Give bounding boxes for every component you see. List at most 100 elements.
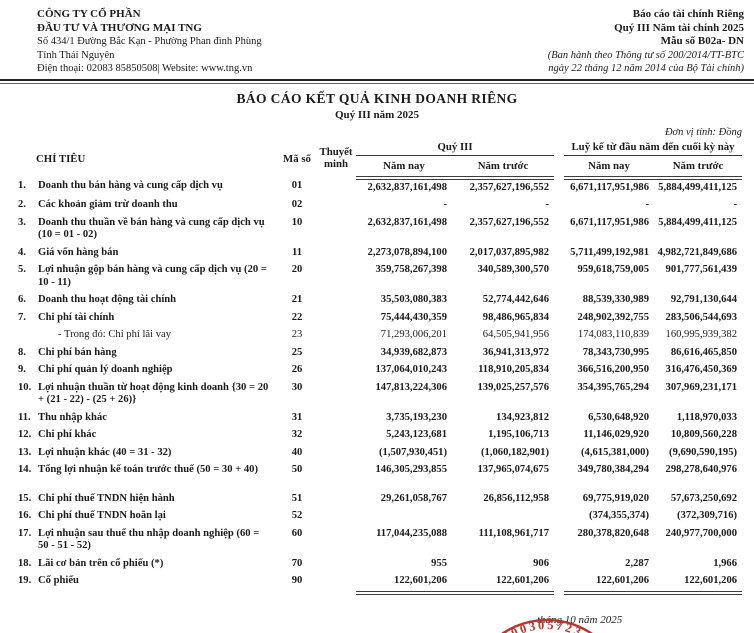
ytd-current-year-value: 349,780,384,294 <box>577 464 650 475</box>
q3-prior-year-value: 134,923,812 <box>496 411 550 423</box>
q3-prior-year-value: 1,195,106,713 <box>488 429 550 440</box>
row-label: Giá vốn hàng bán <box>38 246 119 258</box>
row-note-ref <box>316 410 356 428</box>
table-body: 1. Doanh thu bán hàng và cung cấp dịch v… <box>14 175 743 595</box>
row-code: 11 <box>291 246 302 258</box>
ytd-prior-year-value: 316,476,450,369 <box>665 364 738 375</box>
company-contact: Điện thoại: 02083 85850508| Website: www… <box>37 63 253 74</box>
table-row: 6. Doanh thu hoạt động tài chính 21 35,5… <box>14 292 742 310</box>
income-statement-table: CHỈ TIÊU Mã số Thuyết minh Quý III Luỹ k… <box>14 139 743 595</box>
row-code: 10 <box>291 216 303 228</box>
ytd-current-year-value: 122,601,206 <box>564 573 655 595</box>
column-header-ma-so: Mã số <box>283 152 311 165</box>
row-code: 26 <box>291 364 303 375</box>
row-note-ref <box>316 178 356 198</box>
column-gap <box>554 508 564 526</box>
report-period: Quý III Năm tài chính 2025 <box>614 21 744 34</box>
row-index: 4. <box>18 246 26 258</box>
table-row: 5. Lợi nhuận gộp bán hàng và cung cấp dị… <box>14 262 742 292</box>
row-label: Các khoản giảm trừ doanh thu <box>38 199 178 210</box>
column-gap <box>554 362 564 380</box>
q3-prior-year-value: 2,357,627,196,552 <box>452 175 555 197</box>
row-index: 19. <box>18 575 32 586</box>
q3-prior-year-value: 122,601,206 <box>452 573 555 595</box>
column-gap <box>554 427 564 445</box>
column-header-chi-tieu: CHỈ TIÊU <box>36 152 86 165</box>
row-code: 90 <box>291 575 303 586</box>
column-group-quarter: Quý III <box>356 139 555 156</box>
ytd-prior-year-value: 307,969,231,171 <box>665 381 738 393</box>
ytd-current-year-value: 174,083,110,839 <box>577 329 650 340</box>
q3-prior-year-value: 52,774,442,646 <box>482 294 550 305</box>
row-label: Lãi cơ bản trên cổ phiếu (*) <box>38 557 164 569</box>
row-note-ref <box>316 427 356 445</box>
row-note-ref <box>316 292 356 310</box>
q3-prior-year-value: 340,589,300,570 <box>477 264 550 275</box>
report-type: Báo cáo tài chính Riêng <box>632 8 744 20</box>
row-index: 18. <box>18 557 32 569</box>
ytd-prior-year-value: 5,884,499,411,125 <box>658 216 738 228</box>
column-header-thuyet-minh: Thuyết minh <box>319 146 353 170</box>
q3-current-year-value: - <box>443 199 447 210</box>
report-meta-block: Báo cáo tài chính Riêng Quý III Năm tài … <box>548 8 744 76</box>
row-note-ref <box>316 380 356 410</box>
row-note-ref <box>316 573 356 593</box>
column-header-q3-current-year: Năm nay <box>383 159 425 172</box>
q3-prior-year-value: 906 <box>533 557 550 569</box>
column-gap <box>554 556 564 574</box>
row-label: Chi phí tài chính <box>38 311 115 323</box>
row-label: Doanh thu thuần về bán hàng và cung cấp … <box>38 216 265 241</box>
q3-current-year-value: 146,305,293,855 <box>375 464 447 475</box>
column-gap <box>554 197 564 215</box>
row-label: Lợi nhuận gộp bán hàng và cung cấp dịch … <box>38 264 267 288</box>
row-label: Lợi nhuận sau thuế thu nhập doanh nghiệp… <box>38 527 260 552</box>
row-label: Chi phí bán hàng <box>38 346 117 358</box>
ytd-prior-year-value: 5,884,499,411,125 <box>654 175 743 197</box>
q3-current-year-value: 359,758,267,398 <box>375 264 447 275</box>
ytd-prior-year-value: 57,673,250,692 <box>670 492 738 504</box>
row-index: 2. <box>18 199 26 210</box>
company-province: Tỉnh Thái Nguyên <box>37 49 115 61</box>
row-note-ref <box>316 526 356 556</box>
ytd-current-year-value: 6,671,117,951,986 <box>570 216 650 228</box>
q3-prior-year-value: 111,108,961,717 <box>478 527 550 539</box>
row-index: 1. <box>18 179 26 191</box>
row-code: 23 <box>291 329 303 340</box>
row-note-ref <box>316 508 356 526</box>
column-gap <box>554 310 564 328</box>
currency-unit-note: Đơn vị tính: Đồng <box>664 126 742 138</box>
ytd-prior-year-value: 283,506,544,693 <box>665 311 738 323</box>
table-row: 14. Tổng lợi nhuận kế toán trước thuế (5… <box>14 462 742 480</box>
row-index: 10. <box>18 381 32 393</box>
q3-current-year-value <box>356 508 452 526</box>
row-note-ref <box>316 480 356 509</box>
ytd-prior-year-value: (372,309,716) <box>677 510 738 521</box>
table-row: 7. Chi phí tài chính 22 75,444,430,359 9… <box>14 310 742 328</box>
row-code: 51 <box>291 492 303 504</box>
table-row: 15. Chi phí thuế TNDN hiện hành 51 29,26… <box>14 480 742 509</box>
column-gap <box>554 178 564 198</box>
row-index <box>14 327 38 345</box>
column-gap <box>554 380 564 410</box>
form-number: Mẫu số B02a- DN <box>660 35 744 47</box>
table-row: 18. Lãi cơ bản trên cổ phiếu (*) 70 955 … <box>14 556 742 574</box>
row-index: 8. <box>18 346 26 358</box>
row-index: 3. <box>18 216 26 228</box>
ytd-current-year-value: 2,287 <box>625 557 650 569</box>
row-label: Lợi nhuận khác (40 = 31 - 32) <box>38 446 172 458</box>
q3-prior-year-value: 2,357,627,196,552 <box>469 216 550 228</box>
circular-reference-line2: ngày 22 tháng 12 năm 2014 của Bộ Tài chí… <box>548 63 744 74</box>
company-name-line1: CÔNG TY CỔ PHẦN <box>37 8 141 20</box>
ytd-current-year-value: 11,146,029,920 <box>583 429 650 440</box>
column-gap <box>554 215 564 245</box>
table-row: 2. Các khoản giảm trừ doanh thu 02 - - -… <box>14 197 742 215</box>
row-label: Chi phí thuế TNDN hoãn lại <box>38 510 166 521</box>
ytd-prior-year-value: 1,966 <box>713 557 738 569</box>
row-note-ref <box>316 197 356 215</box>
row-index: 7. <box>18 311 26 323</box>
q3-prior-year-value: 98,486,965,834 <box>482 311 550 323</box>
q3-prior-year-value: (1,060,182,901) <box>481 446 550 458</box>
company-address: Số 434/1 Đường Bắc Kạn - Phường Phan đìn… <box>37 36 262 47</box>
row-code: 32 <box>291 429 303 440</box>
column-gap <box>554 480 564 509</box>
